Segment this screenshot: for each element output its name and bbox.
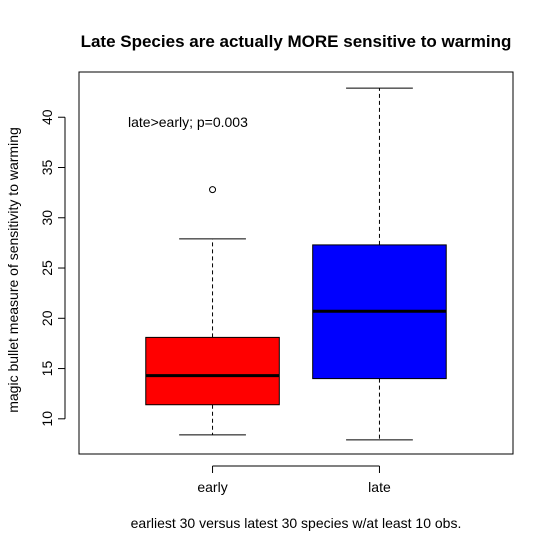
y-tick-label: 40 bbox=[39, 109, 55, 125]
y-tick-label: 35 bbox=[39, 160, 55, 176]
y-tick-label: 20 bbox=[39, 310, 55, 326]
x-tick-label: early bbox=[197, 479, 227, 495]
y-axis: 10 15 20 25 30 35 40 bbox=[39, 109, 66, 427]
y-tick-label: 25 bbox=[39, 260, 55, 276]
y-tick-label: 30 bbox=[39, 210, 55, 226]
chart-annotation: late>early; p=0.003 bbox=[128, 114, 248, 130]
x-tick-label: late bbox=[368, 479, 391, 495]
x-axis: early late bbox=[197, 465, 391, 495]
plot-frame bbox=[78, 71, 514, 455]
box-late bbox=[312, 87, 447, 441]
x-axis-label: earliest 30 versus latest 30 species w/a… bbox=[131, 515, 462, 531]
y-tick-label: 10 bbox=[39, 411, 55, 427]
chart-title: Late Species are actually MORE sensitive… bbox=[81, 32, 512, 51]
y-tick-label: 15 bbox=[39, 361, 55, 377]
box-iqr bbox=[145, 336, 280, 406]
y-axis-label: magic bullet measure of sensitivity to w… bbox=[5, 127, 21, 413]
outlier-point bbox=[209, 186, 217, 194]
boxes bbox=[145, 87, 447, 441]
box-early bbox=[145, 186, 280, 436]
